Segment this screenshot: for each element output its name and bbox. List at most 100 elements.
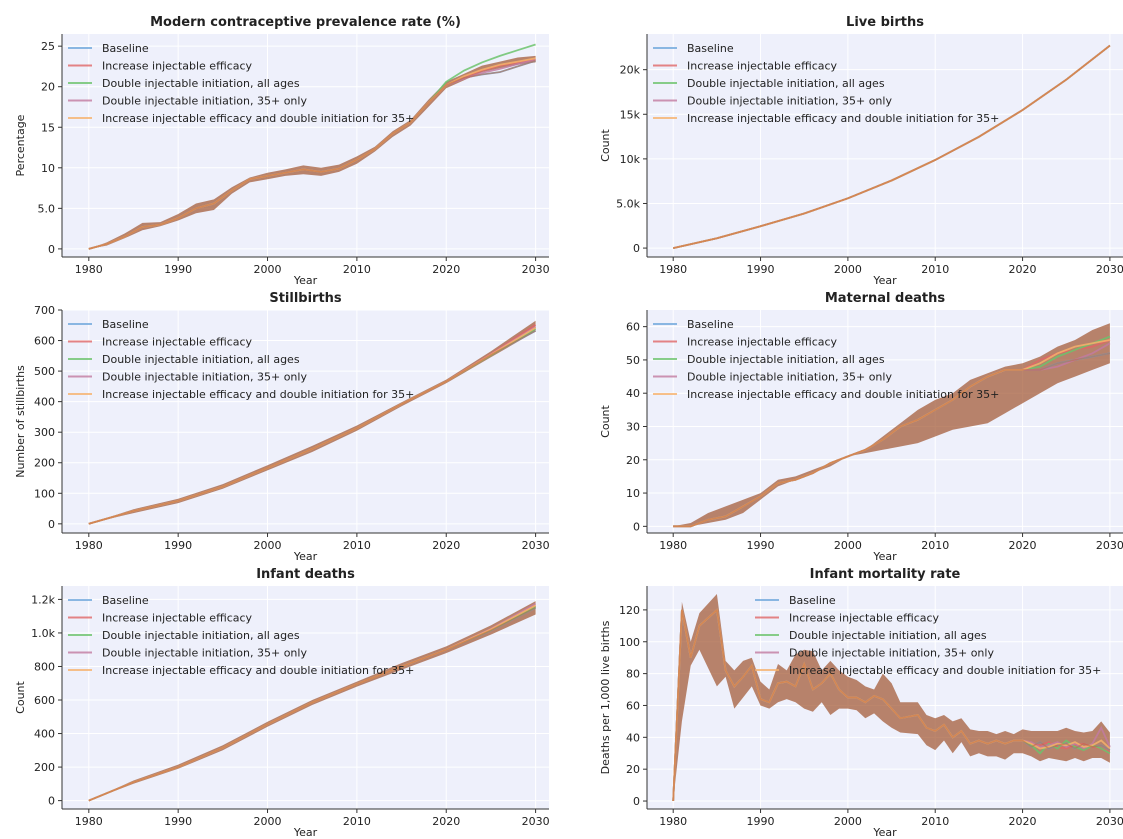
plot-background <box>647 34 1123 257</box>
series-overlap-line <box>673 352 1111 528</box>
x-tick-label: 2000 <box>254 815 282 828</box>
legend-label: Increase injectable efficacy <box>102 60 253 73</box>
uncertainty-band <box>673 594 1110 801</box>
y-tick-label: 0 <box>48 795 55 808</box>
x-tick-label: 2030 <box>1096 263 1123 276</box>
legend-label: Double injectable initiation, 35+ only <box>687 371 892 384</box>
y-axis-label: Count <box>599 404 612 437</box>
x-tick-label: 1980 <box>659 539 687 552</box>
series-overlap-line <box>88 607 536 802</box>
y-tick-label: 15k <box>620 108 641 121</box>
chart-title: Infant mortality rate <box>810 567 961 582</box>
legend-label: Increase injectable efficacy and double … <box>102 112 414 125</box>
legend-label: Increase injectable efficacy <box>789 612 940 625</box>
y-tick-label: 100 <box>34 487 55 500</box>
x-tick-label: 2010 <box>343 263 371 276</box>
legend-label: Double injectable initiation, all ages <box>687 353 885 366</box>
y-tick-label: 700 <box>34 304 55 317</box>
y-tick-label: 30 <box>626 420 640 433</box>
y-axis-label: Count <box>14 680 27 713</box>
legend-label: Increase injectable efficacy <box>102 336 253 349</box>
y-tick-label: 0 <box>48 243 55 256</box>
legend-label: Baseline <box>102 318 149 331</box>
y-tick-label: 20k <box>620 64 641 77</box>
legend-label: Increase injectable efficacy <box>102 612 253 625</box>
x-axis-label: Year <box>872 826 897 839</box>
chart-panel: 1980 1990 2000 2010 2020 2030 0 5.0 10 15 20 25 Mode… <box>14 15 550 287</box>
uncertainty-band <box>673 323 1110 527</box>
legend-label: Baseline <box>102 42 149 55</box>
legend-label: Double injectable initiation, 35+ only <box>789 647 994 660</box>
plot-background <box>647 310 1123 533</box>
legend-label: Double injectable initiation, 35+ only <box>102 647 307 660</box>
x-tick-label: 2020 <box>1009 815 1037 828</box>
y-axis-label: Deaths per 1,000 live births <box>599 620 612 774</box>
y-tick-label: 0 <box>633 795 640 808</box>
x-axis-label: Year <box>293 826 318 839</box>
y-tick-label: 800 <box>34 660 55 673</box>
y-tick-label: 1.0k <box>31 627 55 640</box>
x-tick-label: 2010 <box>921 263 949 276</box>
legend-label: Baseline <box>687 42 734 55</box>
x-tick-label: 2000 <box>834 539 862 552</box>
chart-title: Live births <box>846 15 924 30</box>
x-axis-label: Year <box>872 550 897 563</box>
x-tick-label: 1980 <box>75 815 103 828</box>
y-tick-label: 0 <box>633 520 640 533</box>
legend-label: Double injectable initiation, all ages <box>102 629 300 642</box>
y-tick-label: 10 <box>41 162 55 175</box>
x-tick-label: 2000 <box>834 815 862 828</box>
legend-label: Increase injectable efficacy and double … <box>687 388 999 401</box>
x-tick-label: 1990 <box>164 539 192 552</box>
y-axis-label: Count <box>599 128 612 161</box>
y-tick-label: 60 <box>626 321 640 334</box>
x-axis-label: Year <box>872 274 897 287</box>
chart-title: Modern contraceptive prevalence rate (%) <box>150 15 461 30</box>
legend-label: Double injectable initiation, all ages <box>687 77 885 90</box>
chart-panel: 1980 1990 2000 2010 2020 20300102030405060Mat… <box>599 291 1123 563</box>
x-tick-label: 1990 <box>164 815 192 828</box>
y-tick-label: 40 <box>626 731 640 744</box>
x-tick-label: 2010 <box>343 815 371 828</box>
y-tick-label: 0 <box>48 518 55 531</box>
x-tick-label: 2030 <box>522 539 550 552</box>
y-axis-label: Number of stillbirths <box>14 365 27 478</box>
legend-label: Double injectable initiation, 35+ only <box>102 371 307 384</box>
x-tick-label: 2000 <box>254 263 282 276</box>
x-tick-label: 2000 <box>834 263 862 276</box>
x-tick-label: 2010 <box>921 539 949 552</box>
x-tick-label: 2030 <box>1096 539 1123 552</box>
uncertainty-band <box>88 601 536 801</box>
chart-title: Infant deaths <box>256 567 355 582</box>
plot-background <box>62 34 549 257</box>
y-tick-label: 80 <box>626 668 640 681</box>
x-tick-label: 2030 <box>522 815 550 828</box>
x-tick-label: 2010 <box>921 815 949 828</box>
y-tick-label: 20 <box>626 454 640 467</box>
legend-label: Baseline <box>687 318 734 331</box>
legend-label: Double injectable initiation, all ages <box>102 77 300 90</box>
y-tick-label: 1.2k <box>31 593 55 606</box>
y-tick-label: 10 <box>626 487 640 500</box>
series-overlap-line <box>88 330 536 525</box>
y-tick-label: 10k <box>620 153 641 166</box>
y-tick-label: 20 <box>41 81 55 94</box>
y-tick-label: 600 <box>34 335 55 348</box>
x-tick-label: 1980 <box>75 539 103 552</box>
legend-label: Increase injectable efficacy <box>687 336 838 349</box>
series-overlap-line <box>673 44 1111 249</box>
y-tick-label: 400 <box>34 396 55 409</box>
y-tick-label: 20 <box>626 763 640 776</box>
x-tick-label: 1980 <box>659 263 687 276</box>
y-tick-label: 200 <box>34 761 55 774</box>
y-tick-label: 400 <box>34 728 55 741</box>
x-tick-label: 2000 <box>254 539 282 552</box>
x-axis-label: Year <box>293 550 318 563</box>
chart-title: Stillbirths <box>269 291 342 306</box>
legend-label: Double injectable initiation, all ages <box>102 353 300 366</box>
y-tick-label: 15 <box>41 121 55 134</box>
legend-label: Double injectable initiation, all ages <box>789 629 987 642</box>
y-tick-label: 50 <box>626 354 640 367</box>
legend-label: Baseline <box>789 594 836 607</box>
